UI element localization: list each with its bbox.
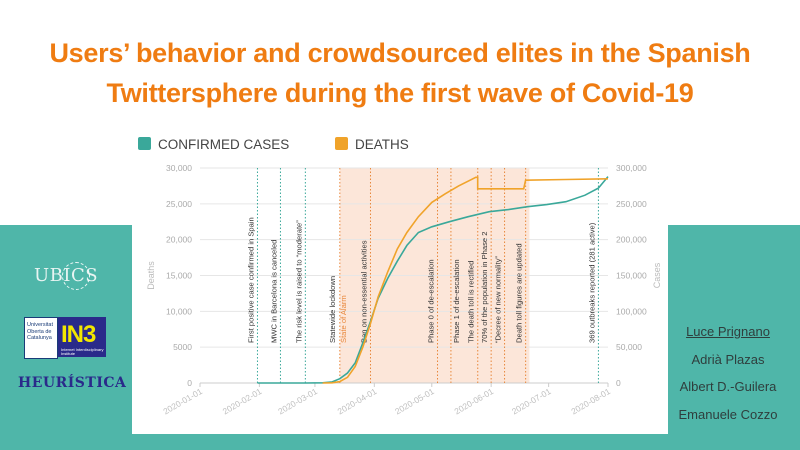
y-right-tick-label: 300,000: [616, 163, 647, 173]
uoc-logo-text: Universitat Oberta de Catalunya: [27, 322, 53, 341]
x-tick-label: 2020-03-01: [276, 386, 319, 417]
legend-label-deaths: DEATHS: [355, 137, 409, 152]
author-name: Emanuele Cozzo: [678, 406, 778, 422]
event-label: “Decree of new normality”: [494, 256, 503, 343]
event-label: Statewide lockdown: [328, 276, 337, 343]
y-right-axis-label: Cases: [652, 262, 662, 288]
legend-swatch-deaths: [335, 137, 348, 150]
legend-label-confirmed: CONFIRMED CASES: [158, 137, 289, 152]
chart-panel: CONFIRMED CASES DEATHS 0 5000 10,000 15,000 20…: [132, 125, 668, 434]
author-name: Albert D.-Guilera: [679, 379, 777, 394]
uoc-in3-logo: Universitat Oberta de Catalunya IN3 Inte…: [24, 317, 106, 359]
in3-logo-subtext: Internet Interdisciplinary Institute: [61, 347, 104, 356]
x-tick-label: 2020-05-01: [393, 386, 436, 417]
deaths-line: [322, 176, 609, 384]
y-left-tick-label: 30,000: [166, 163, 192, 173]
author-name: Luce Prignano: [686, 324, 770, 339]
author-name: Adrià Plazas: [691, 351, 765, 367]
event-label: 70% of the population in Phase 2: [480, 232, 489, 343]
uoc-logo: Universitat Oberta de Catalunya: [24, 317, 58, 359]
slide-title-line-1: Users’ behavior and crowdsourced elites …: [49, 38, 751, 68]
y-left-tick-label: 5000: [173, 342, 192, 352]
y-left-tick-label: 20,000: [166, 235, 192, 245]
slide-title: Users’ behavior and crowdsourced elites …: [20, 33, 780, 113]
heuristica-logo: HEURÍSTICA: [18, 375, 127, 391]
event-label: MWC in Barcelona is canceled: [269, 240, 278, 343]
y-right-tick-label: 100,000: [616, 306, 647, 316]
x-tick-label: 2020-06-01: [452, 386, 495, 417]
ubics-logo-circle-icon: [62, 262, 90, 290]
event-label: The death toll is rectified: [467, 261, 476, 343]
y-left-tick-label: 0: [187, 378, 192, 388]
event-label: Death toll figures are updated: [515, 243, 524, 343]
legend-swatch-confirmed: [138, 137, 151, 150]
event-label: Ban on non-essential activities: [359, 240, 368, 343]
slide-title-line-2: Twittersphere during the first wave of C…: [106, 78, 694, 108]
y-left-axis-label: Deaths: [146, 261, 156, 290]
x-tick-label: 2020-04-01: [336, 386, 379, 417]
event-label: Phase 0 of de-escalation: [427, 259, 436, 343]
x-tick-label: 2020-01-01: [161, 386, 204, 417]
y-left-tick-label: 15,000: [166, 271, 192, 281]
in3-logo-text: IN3: [61, 321, 96, 348]
y-right-tick-label: 200,000: [616, 235, 647, 245]
event-label: 369 outbreaks reported (281 active): [587, 222, 596, 343]
author-list: Luce Prignano Adrià Plazas Albert D.-Gui…: [668, 319, 788, 429]
y-left-tick-label: 25,000: [166, 199, 192, 209]
x-tick-label: 2020-08-01: [569, 386, 612, 417]
event-label: The risk level is raised to “moderate”: [294, 220, 303, 343]
event-label: First positive case confirmed in Spain: [246, 217, 255, 343]
event-label: Phase 1 of de-escalation: [452, 259, 461, 343]
y-right-tick-label: 150,000: [616, 271, 647, 281]
x-tick-label: 2020-07-01: [510, 386, 553, 417]
confirmed-cases-line: [257, 176, 609, 384]
x-tick-label: 2020-02-01: [221, 386, 264, 417]
event-label: State of Alarm: [339, 295, 348, 343]
y-right-tick-label: 250,000: [616, 199, 647, 209]
y-right-tick-label: 0: [616, 378, 621, 388]
covid-timeline-chart: CONFIRMED CASES DEATHS 0 5000 10,000 15,000 20…: [138, 137, 662, 417]
in3-logo: IN3 Internet Interdisciplinary Institute: [58, 317, 106, 357]
y-right-tick-label: 50,000: [616, 342, 642, 352]
y-left-tick-label: 10,000: [166, 306, 192, 316]
